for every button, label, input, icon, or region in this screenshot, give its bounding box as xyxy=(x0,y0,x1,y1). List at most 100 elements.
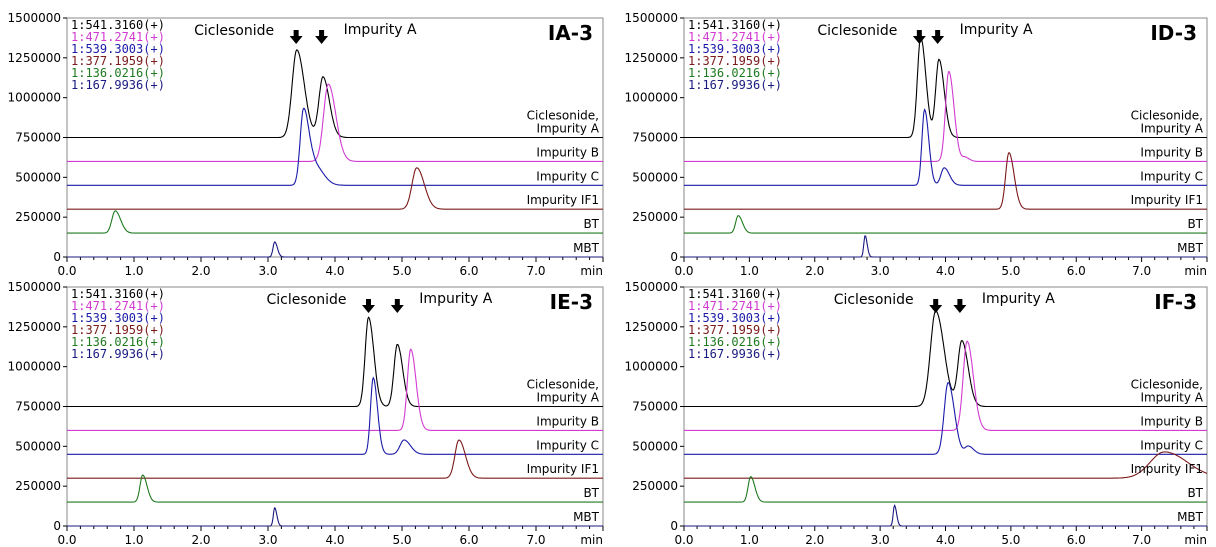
series-label: Impurity C xyxy=(536,438,599,452)
series-trace-0 xyxy=(67,316,603,408)
x-tick-label: 2.0 xyxy=(805,533,824,547)
y-tick-label: 0 xyxy=(670,519,678,533)
series-label: Impurity B xyxy=(536,414,599,428)
down-arrow-icon xyxy=(912,30,926,44)
legend-entry: 1:167.9936(+) xyxy=(71,347,165,361)
series-trace-2 xyxy=(684,382,1207,455)
y-tick-label: 1000000 xyxy=(8,360,61,374)
y-tick-label: 0 xyxy=(53,519,61,533)
y-tick-label: 0 xyxy=(53,250,61,264)
y-tick-label: 500000 xyxy=(632,170,678,184)
series-label: MBT xyxy=(1177,241,1204,255)
x-tick-label: 2.0 xyxy=(805,264,824,278)
legend-entry: 1:377.1959(+) xyxy=(71,323,165,337)
y-tick-label: 1250000 xyxy=(8,51,61,65)
legend-entry: 1:541.3160(+) xyxy=(71,18,165,32)
annotation-left: Ciclesonide xyxy=(834,292,914,308)
x-axis-label: min xyxy=(1184,264,1207,278)
series-trace-3 xyxy=(684,151,1207,210)
legend-entry: 1:541.3160(+) xyxy=(688,18,782,32)
y-tick-label: 750000 xyxy=(15,400,61,414)
x-tick-label: 5.0 xyxy=(1001,533,1020,547)
series-label: Ciclesonide, xyxy=(1131,378,1203,392)
x-tick-label: 4.0 xyxy=(325,533,344,547)
legend-entry: 1:539.3003(+) xyxy=(688,311,782,325)
series-trace-2 xyxy=(67,376,603,455)
x-tick-label: 7.0 xyxy=(1132,264,1151,278)
series-label: Impurity B xyxy=(536,145,599,159)
series-trace-2 xyxy=(684,108,1207,186)
y-tick-label: 250000 xyxy=(632,479,678,493)
y-tick-label: 1000000 xyxy=(625,360,678,374)
series-label: Ciclesonide, xyxy=(527,109,599,123)
series-trace-3 xyxy=(67,167,603,210)
y-tick-label: 500000 xyxy=(15,439,61,453)
series-trace-4 xyxy=(67,474,603,503)
series-label: BT xyxy=(1187,217,1203,231)
x-tick-label: 5.0 xyxy=(1001,264,1020,278)
chart-panel-if-3: 0 250000 500000 750000 1000000 1250000 1500000… xyxy=(625,280,1208,547)
x-tick-label: 4.0 xyxy=(325,264,344,278)
series-label: Impurity C xyxy=(1140,169,1203,183)
series-trace-5 xyxy=(684,503,1207,527)
series-label: BT xyxy=(1187,486,1203,500)
series-label: BT xyxy=(583,486,599,500)
panel-title: IA-3 xyxy=(548,21,593,45)
series-label: Impurity IF1 xyxy=(527,462,599,476)
series-trace-5 xyxy=(67,507,603,527)
x-tick-label: 3.0 xyxy=(258,264,277,278)
down-arrow-icon xyxy=(362,299,375,313)
x-tick-label: 5.0 xyxy=(392,264,411,278)
series-trace-0 xyxy=(684,310,1207,408)
legend-entry: 1:136.0216(+) xyxy=(688,335,782,349)
y-tick-label: 1250000 xyxy=(625,51,678,65)
down-arrow-icon xyxy=(929,299,943,313)
x-tick-label: 6.0 xyxy=(459,533,478,547)
y-tick-label: 250000 xyxy=(15,210,61,224)
x-tick-label: 2.0 xyxy=(191,533,210,547)
series-trace-4 xyxy=(67,210,603,234)
panel-title: IE-3 xyxy=(550,290,593,314)
x-tick-label: 1.0 xyxy=(740,264,759,278)
x-tick-label: 7.0 xyxy=(526,533,545,547)
series-trace-5 xyxy=(67,241,603,258)
series-label: Impurity IF1 xyxy=(527,193,599,207)
x-axis-label: min xyxy=(580,264,603,278)
x-tick-label: 6.0 xyxy=(459,264,478,278)
series-trace-3 xyxy=(67,439,603,479)
y-tick-label: 500000 xyxy=(632,439,678,453)
annotation-left: Ciclesonide xyxy=(267,292,347,308)
series-label: MBT xyxy=(1177,510,1204,524)
annotation-left: Ciclesonide xyxy=(817,23,897,39)
series-label: MBT xyxy=(573,510,600,524)
series-trace-1 xyxy=(67,348,603,431)
down-arrow-icon xyxy=(289,30,303,44)
panel-title: IF-3 xyxy=(1154,290,1197,314)
x-tick-label: 3.0 xyxy=(871,264,890,278)
series-trace-1 xyxy=(684,340,1207,431)
legend-entry: 1:377.1959(+) xyxy=(688,323,782,337)
chart-panel-ie-3: 0 250000 500000 750000 1000000 1250000 1500000… xyxy=(8,280,604,547)
x-axis-label: min xyxy=(1184,533,1207,547)
x-tick-label: 3.0 xyxy=(258,533,277,547)
legend-entry: 1:167.9936(+) xyxy=(688,347,782,361)
series-label: Impurity A xyxy=(1140,391,1203,405)
series-trace-3 xyxy=(684,451,1208,479)
x-tick-label: 1.0 xyxy=(124,264,143,278)
series-label: Ciclesonide, xyxy=(527,378,599,392)
x-axis-label: min xyxy=(580,533,603,547)
series-label: Ciclesonide, xyxy=(1131,109,1203,123)
y-tick-label: 1500000 xyxy=(625,11,678,25)
annotation-right: Impurity A xyxy=(982,291,1055,307)
series-trace-1 xyxy=(684,71,1207,162)
series-trace-4 xyxy=(684,476,1207,503)
series-label: Impurity IF1 xyxy=(1131,462,1203,476)
series-trace-4 xyxy=(684,214,1207,234)
x-tick-label: 0.0 xyxy=(674,264,693,278)
legend-entry: 1:539.3003(+) xyxy=(71,311,165,325)
x-tick-label: 6.0 xyxy=(1067,533,1086,547)
down-arrow-icon xyxy=(315,30,329,44)
legend-entry: 1:539.3003(+) xyxy=(71,42,165,56)
x-tick-label: 0.0 xyxy=(674,533,693,547)
